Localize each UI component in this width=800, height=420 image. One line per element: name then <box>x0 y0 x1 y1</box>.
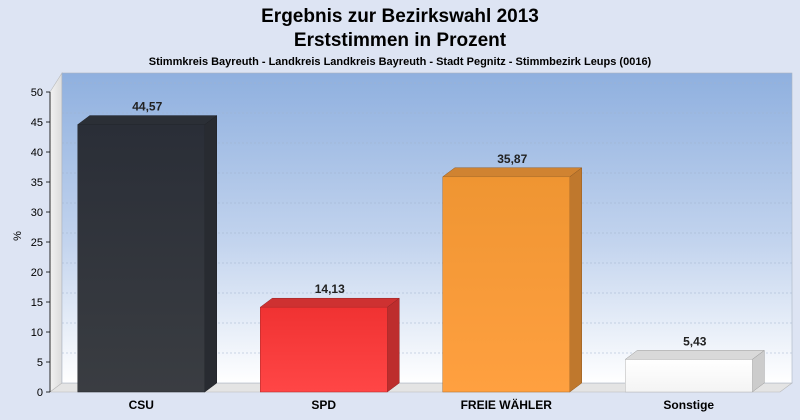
y-tick-label: 10 <box>31 327 43 339</box>
y-axis-label: % <box>12 231 24 241</box>
bar-csu: 44,57 <box>77 100 218 393</box>
bar-value-label: 44,57 <box>132 100 162 114</box>
bar-sonstige: 5,43 <box>624 334 765 393</box>
y-tick-label: 25 <box>31 237 43 249</box>
bar-top <box>77 115 218 125</box>
x-tick-label: SPD <box>311 398 336 412</box>
chart-title: Ergebnis zur Bezirkswahl 2013 <box>261 6 539 27</box>
y-tick-label: 20 <box>31 267 43 279</box>
bar-freie-wähler: 35,87 <box>442 152 583 393</box>
y-axis-ticks: 0 5 10 15 20 25 30 35 40 45 50 <box>31 87 50 399</box>
bar-side <box>569 167 582 393</box>
chart-subtitle: Erststimmen in Prozent <box>294 30 507 51</box>
y-tick-label: 45 <box>31 117 43 129</box>
bar-front <box>442 176 570 393</box>
x-tick-label: Sonstige <box>663 398 714 412</box>
y-tick-label: 50 <box>31 87 43 99</box>
bar-front <box>625 359 753 393</box>
x-tick-label: FREIE WÄHLER <box>461 397 553 412</box>
bar-side <box>204 115 217 393</box>
y-tick-label: 35 <box>31 177 43 189</box>
y-tick-label: 30 <box>31 207 43 219</box>
y-tick-label: 0 <box>37 387 43 399</box>
bar-value-label: 14,13 <box>315 282 345 296</box>
bar-top <box>442 167 583 178</box>
bar-front <box>260 306 388 393</box>
bar-spd: 14,13 <box>259 282 400 393</box>
bars: 44,57 14,13 35,87 5,43 <box>77 100 765 393</box>
bar-side <box>387 297 400 393</box>
bar-top <box>624 350 765 360</box>
bar-value-label: 35,87 <box>497 152 527 166</box>
bar-top <box>259 297 400 308</box>
category-labels: CSU SPD FREIE WÄHLER Sonstige <box>129 397 715 412</box>
y-tick-label: 15 <box>31 297 43 309</box>
y-tick-label: 5 <box>37 357 43 369</box>
plot-side-wall <box>49 71 63 393</box>
bar-value-label: 5,43 <box>683 334 707 348</box>
chart-caption: Stimmkreis Bayreuth - Landkreis Landkrei… <box>149 56 652 68</box>
y-tick-label: 40 <box>31 147 43 159</box>
x-tick-label: CSU <box>129 398 154 412</box>
bar-front <box>77 124 205 393</box>
